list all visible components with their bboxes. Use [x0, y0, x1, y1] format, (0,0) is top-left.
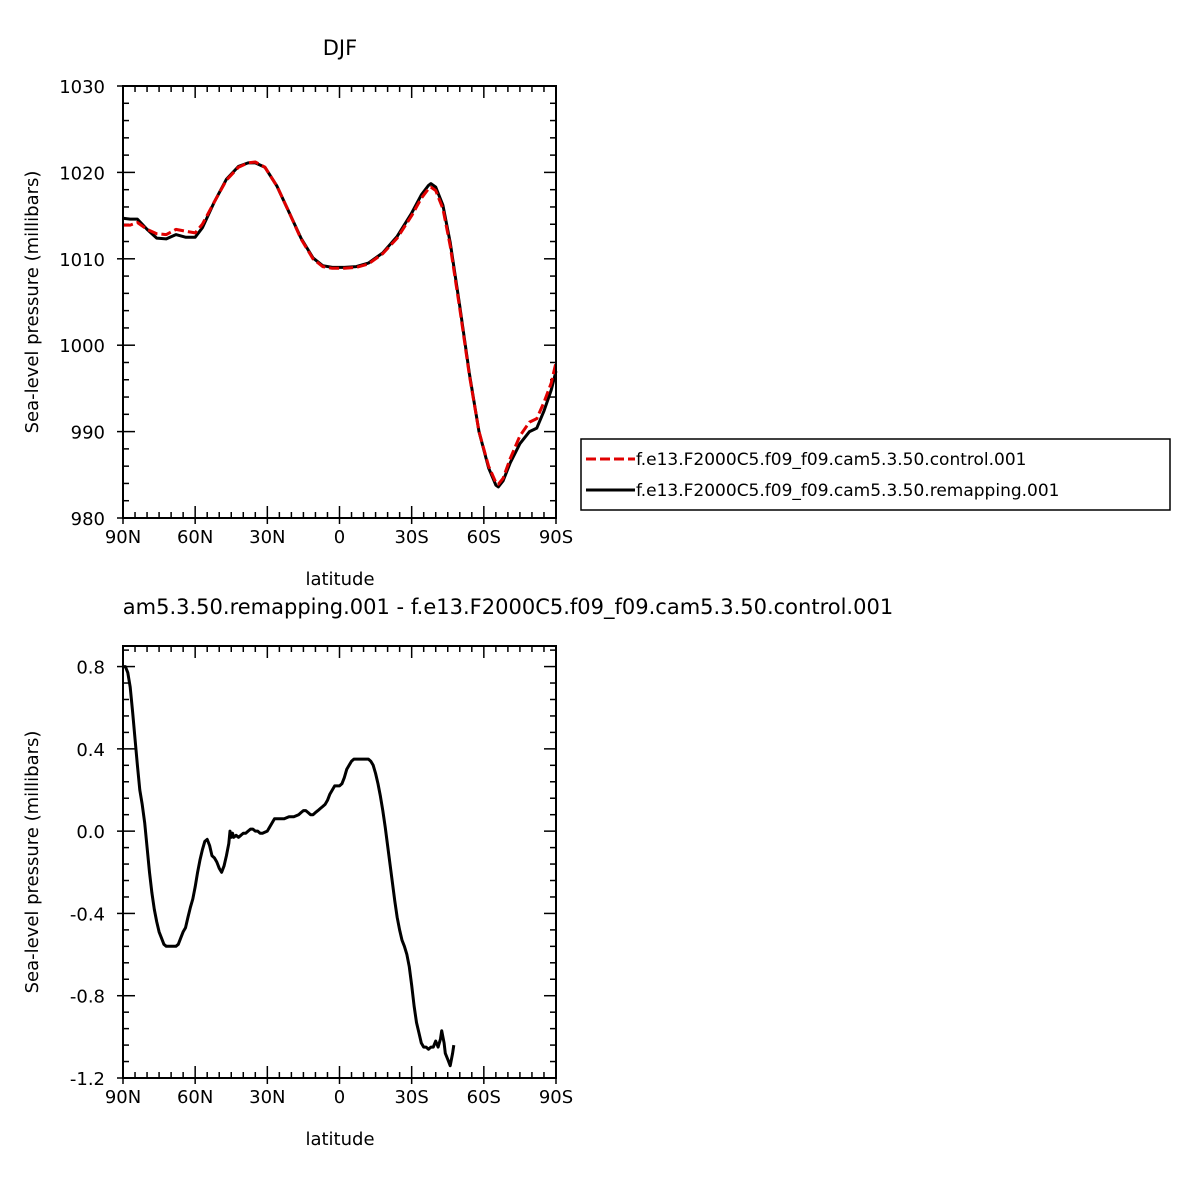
bottom-chart-ylabel: Sea-level pressure (millibars) [22, 731, 43, 994]
y-tick-label: 0.8 [76, 658, 105, 679]
x-tick-label: 30S [394, 527, 428, 548]
bottom-chart-series [123, 665, 456, 1068]
x-tick-label: 60N [177, 1087, 213, 1108]
legend-box [580, 438, 1171, 511]
x-tick-label: 30S [394, 1087, 428, 1108]
y-tick-label: 1020 [59, 163, 105, 184]
x-tick-label: 30N [249, 527, 285, 548]
y-tick-label: 980 [71, 509, 105, 530]
top-chart-title: DJF [323, 36, 357, 60]
top-series-line-0 [123, 160, 558, 486]
x-tick-label: 30N [249, 1087, 285, 1108]
legend-label-remapping: f.e13.F2000C5.f09_f09.cam5.3.50.remappin… [636, 481, 1060, 501]
top-chart: DJF 90N 60N 30N 0 30S 60S 90S 980 990 1000 1010 102… [22, 36, 573, 590]
y-tick-label: 1030 [59, 77, 105, 98]
x-tick-label: 90N [105, 1087, 141, 1108]
y-tick-label: -1.2 [70, 1069, 105, 1090]
x-tick-label: 90S [539, 527, 573, 548]
y-tick-label: 1000 [59, 336, 105, 357]
bottom-chart-title: am5.3.50.remapping.001 - f.e13.F2000C5.f… [123, 595, 893, 620]
x-tick-label: 90S [539, 1087, 573, 1108]
x-tick-label: 60S [467, 1087, 501, 1108]
bottom-chart-ticks: 90N 60N 30N 0 30S 60S 90S -1.2 -0.8 -0.4 0.0 0.4 0.8 [70, 646, 573, 1108]
top-chart-ylabel: Sea-level pressure (millibars) [22, 171, 43, 434]
x-tick-label: 0 [334, 527, 345, 548]
x-tick-label: 60S [467, 527, 501, 548]
top-chart-frame [122, 85, 557, 519]
top-chart-xlabel: latitude [305, 569, 374, 590]
y-tick-label: 1010 [59, 250, 105, 271]
top-series-line-1 [122, 161, 558, 489]
y-tick-label: 990 [71, 423, 105, 444]
y-tick-label: 0.0 [76, 822, 105, 843]
x-tick-label: 60N [177, 527, 213, 548]
legend-label-control: f.e13.F2000C5.f09_f09.cam5.3.50.control.… [636, 450, 1027, 470]
bottom-chart-xlabel: latitude [305, 1129, 374, 1150]
y-tick-label: -0.8 [70, 987, 105, 1008]
y-tick-label: 0.4 [76, 740, 105, 761]
x-tick-label: 90N [105, 527, 141, 548]
x-tick-label: 0 [334, 1087, 345, 1108]
top-chart-series [122, 160, 558, 489]
bottom-series-line-0 [123, 665, 456, 1068]
top-chart-ticks: 90N 60N 30N 0 30S 60S 90S 980 990 1000 1010 1020 103… [59, 77, 573, 548]
bottom-chart-frame [122, 645, 557, 1079]
y-tick-label: -0.4 [70, 904, 105, 925]
legend: f.e13.F2000C5.f09_f09.cam5.3.50.control.… [580, 438, 1171, 511]
bottom-chart: am5.3.50.remapping.001 - f.e13.F2000C5.f… [22, 595, 893, 1150]
